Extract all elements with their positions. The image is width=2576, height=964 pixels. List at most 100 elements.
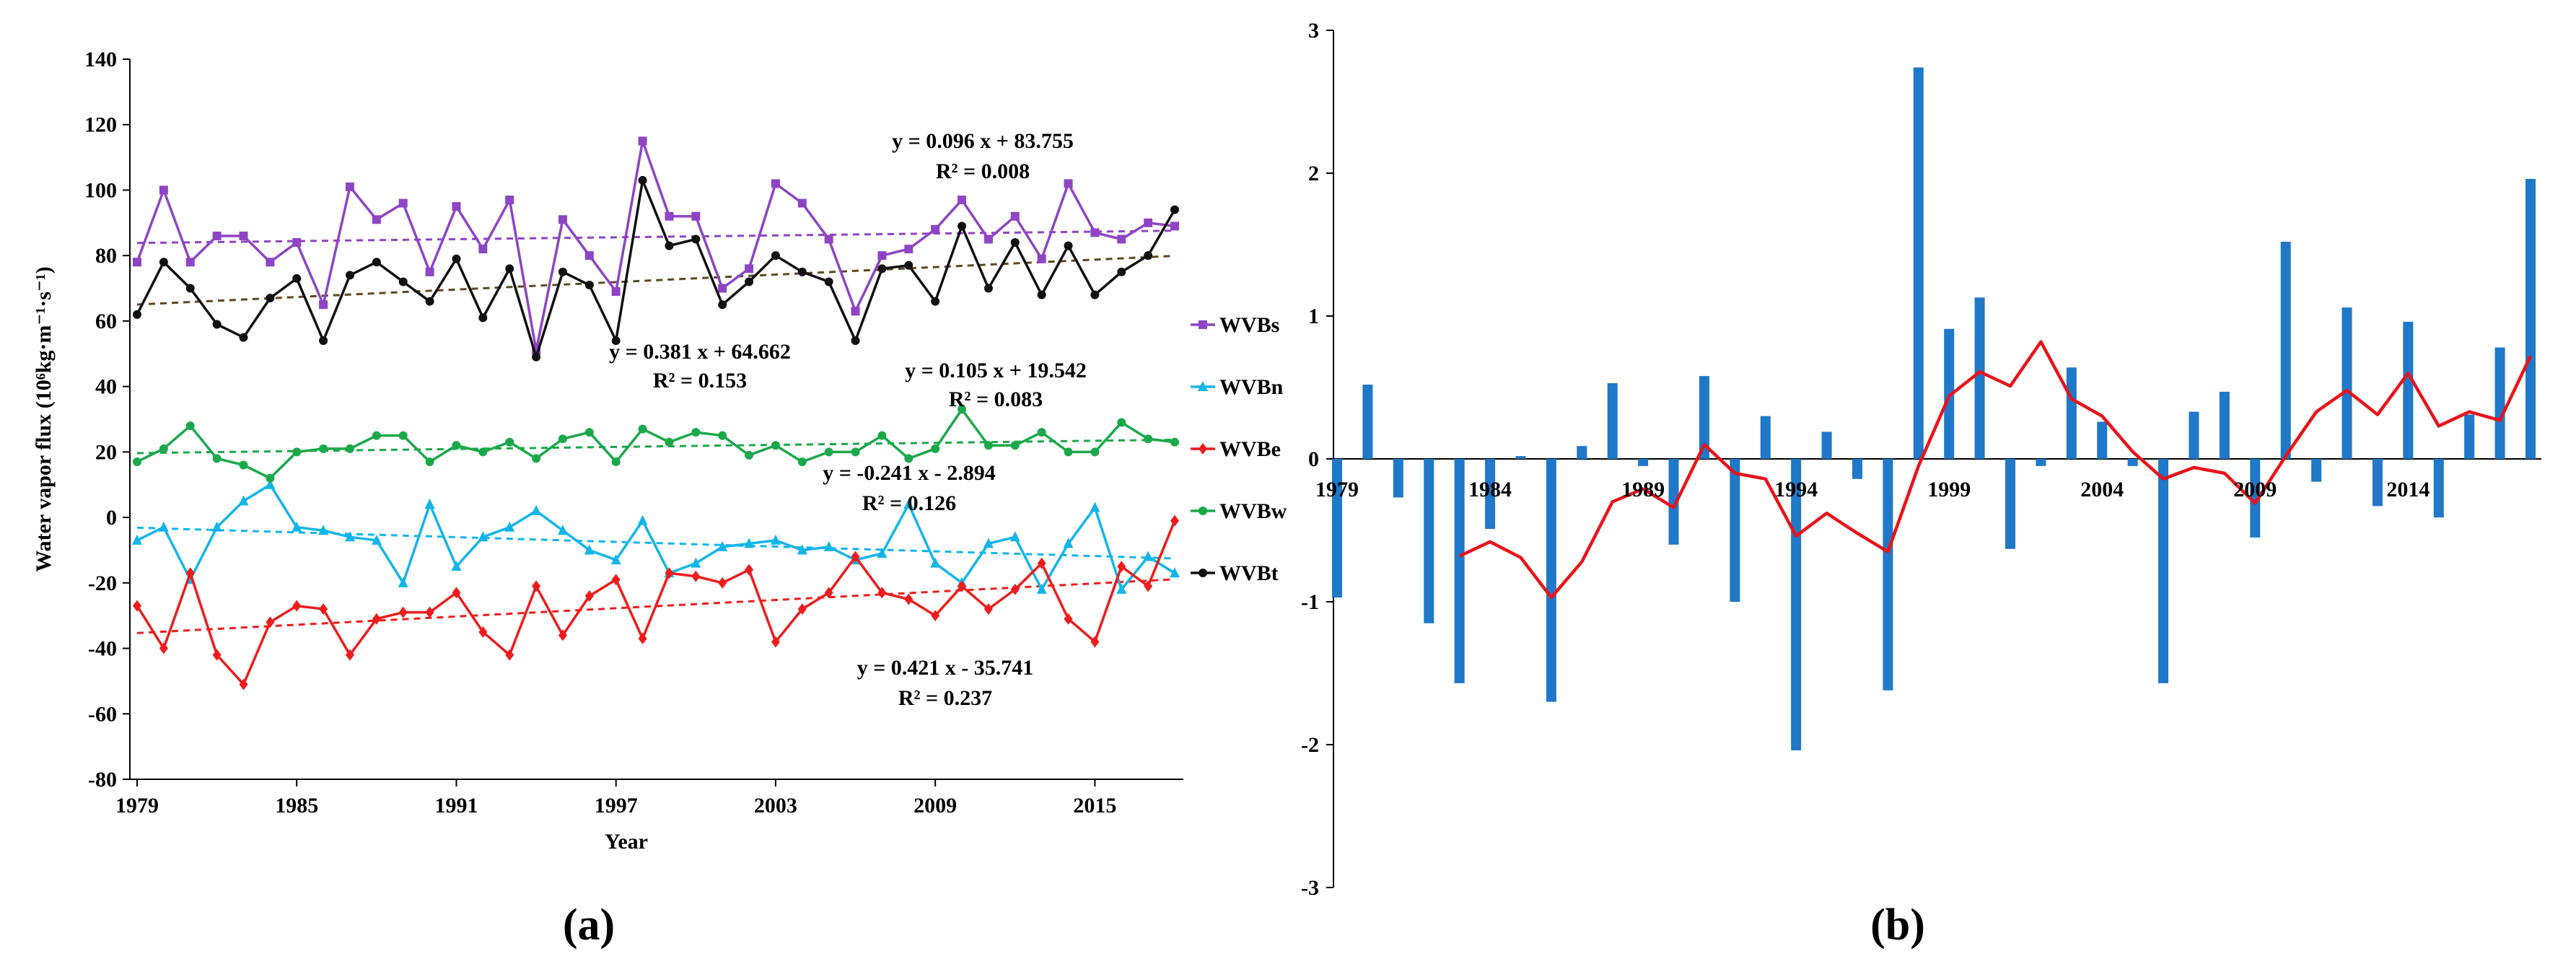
panel-a-y-tick-label: 0 xyxy=(106,506,117,530)
bar-1992 xyxy=(1730,459,1740,602)
data-point-wvbw xyxy=(1064,447,1073,457)
data-point-wvbw xyxy=(239,460,248,470)
data-point-wvbt xyxy=(452,254,461,263)
data-point-wvbt xyxy=(345,271,354,280)
data-point-wvbs xyxy=(877,251,887,260)
data-point-wvbn xyxy=(744,538,755,548)
data-point-wvbe xyxy=(877,587,887,599)
data-point-wvbn xyxy=(1063,538,1074,548)
panel-b-x-tick-label: 2014 xyxy=(2386,478,2430,501)
bar-1988 xyxy=(1607,383,1618,459)
panel-a-line-chart: -80 -60 -40 -20 0 20 40 60 80 100 120 140 1979 1985 1… xyxy=(32,48,1287,950)
data-point-wvbn xyxy=(610,554,621,565)
bar-2009 xyxy=(2250,459,2261,538)
data-point-wvbs xyxy=(372,215,381,224)
data-point-wvbe xyxy=(718,577,727,589)
data-point-wvbw xyxy=(584,428,594,437)
data-point-wvbt xyxy=(425,297,434,306)
data-point-wvbe xyxy=(1064,613,1073,625)
data-point-wvbt xyxy=(505,264,514,273)
data-point-wvbn xyxy=(1009,531,1020,542)
bar-2008 xyxy=(2219,391,2230,459)
data-point-wvbt xyxy=(1117,267,1126,276)
panel-a-y-tick-label: 60 xyxy=(95,310,117,333)
bar-1991 xyxy=(1699,376,1709,459)
data-point-wvbn xyxy=(691,557,701,568)
data-point-wvbt xyxy=(159,258,168,267)
bar-1983 xyxy=(1454,459,1465,683)
data-point-wvbt xyxy=(665,241,674,250)
panel-a-label: (a) xyxy=(563,901,615,950)
panel-b-y-tick-label: -1 xyxy=(1301,590,1319,614)
panel-b-y-tick-label: -3 xyxy=(1301,876,1319,900)
data-point-wvbw xyxy=(212,454,222,463)
data-point-wvbs xyxy=(611,287,621,297)
data-point-wvbe xyxy=(824,587,833,599)
trend-equation-wvbw: y = 0.105 x + 19.542 xyxy=(905,359,1087,382)
data-point-wvbn xyxy=(211,521,222,532)
data-point-wvbs xyxy=(505,196,514,205)
data-point-wvbe xyxy=(212,649,222,661)
bar-2012 xyxy=(2341,307,2352,459)
data-point-wvbw xyxy=(797,457,807,466)
data-point-wvbt xyxy=(239,333,248,342)
data-point-wvbs xyxy=(1037,254,1046,263)
data-point-wvbt xyxy=(983,284,993,293)
legend-label-wvbw: WVBw xyxy=(1219,499,1287,523)
data-point-wvbw xyxy=(745,450,754,460)
legend-label-wvbs: WVBs xyxy=(1219,313,1279,337)
data-point-wvbn xyxy=(531,505,542,516)
data-point-wvbn xyxy=(903,498,914,509)
data-point-wvbt xyxy=(771,251,780,260)
data-point-wvbs xyxy=(1170,222,1179,231)
data-point-wvbn xyxy=(1036,583,1047,594)
data-point-wvbs xyxy=(345,182,354,191)
data-point-wvbs xyxy=(452,202,461,211)
data-point-wvbn xyxy=(344,531,355,542)
bar-2014 xyxy=(2403,321,2414,459)
data-point-wvbs xyxy=(558,215,567,224)
panel-a-x-tick-label: 1997 xyxy=(595,794,638,818)
series-wvbt xyxy=(133,175,1179,362)
data-point-wvbe xyxy=(452,587,461,599)
data-point-wvbw xyxy=(638,424,647,434)
data-point-wvbt xyxy=(877,264,887,273)
panel-b-bar-chart: -3 -2 -1 0 1 2 3 1979 1984 1989 1994 1999 2004 2009 2… xyxy=(1301,19,2541,950)
data-point-wvbw xyxy=(266,473,275,483)
data-point-wvbn xyxy=(1143,551,1154,561)
data-point-wvbe xyxy=(478,626,488,638)
data-point-wvbw xyxy=(877,431,887,440)
data-point-wvbw xyxy=(398,431,408,440)
data-point-wvbn xyxy=(158,521,169,532)
bar-2001 xyxy=(2005,459,2016,549)
bar-2000 xyxy=(1974,297,1985,459)
data-point-wvbt xyxy=(931,297,940,306)
panel-a-y-tick-label: 100 xyxy=(84,178,117,202)
panel-a-x-tick-label: 2009 xyxy=(914,794,957,818)
data-point-wvbe xyxy=(584,590,594,602)
panel-a-x-tick-label: 2003 xyxy=(754,794,797,818)
data-point-wvbt xyxy=(292,273,302,283)
panel-b-x-tick-label: 1979 xyxy=(1315,478,1359,501)
data-point-wvbw xyxy=(372,431,381,440)
data-point-wvbs xyxy=(665,211,674,221)
series-line-wvbn xyxy=(136,483,1175,591)
series-wvbe xyxy=(133,514,1179,691)
data-point-wvbe xyxy=(958,580,967,592)
data-point-wvbe xyxy=(1090,636,1100,648)
data-point-wvbw xyxy=(1090,447,1100,457)
data-point-wvbt xyxy=(1144,251,1153,260)
bar-2003 xyxy=(2066,367,2077,459)
data-point-wvbt xyxy=(611,336,621,346)
data-point-wvbw xyxy=(851,447,860,457)
data-point-wvbw xyxy=(691,428,701,437)
data-point-wvbs xyxy=(425,267,434,276)
panel-a-x-tick-label: 2015 xyxy=(1073,794,1116,818)
data-point-wvbw xyxy=(185,421,195,431)
panel-a-y-tick-label: 20 xyxy=(95,440,117,464)
data-point-wvbs xyxy=(239,231,248,240)
data-point-wvbt xyxy=(1064,241,1073,250)
data-point-wvbt xyxy=(1010,238,1020,247)
data-point-wvbt xyxy=(718,300,727,310)
